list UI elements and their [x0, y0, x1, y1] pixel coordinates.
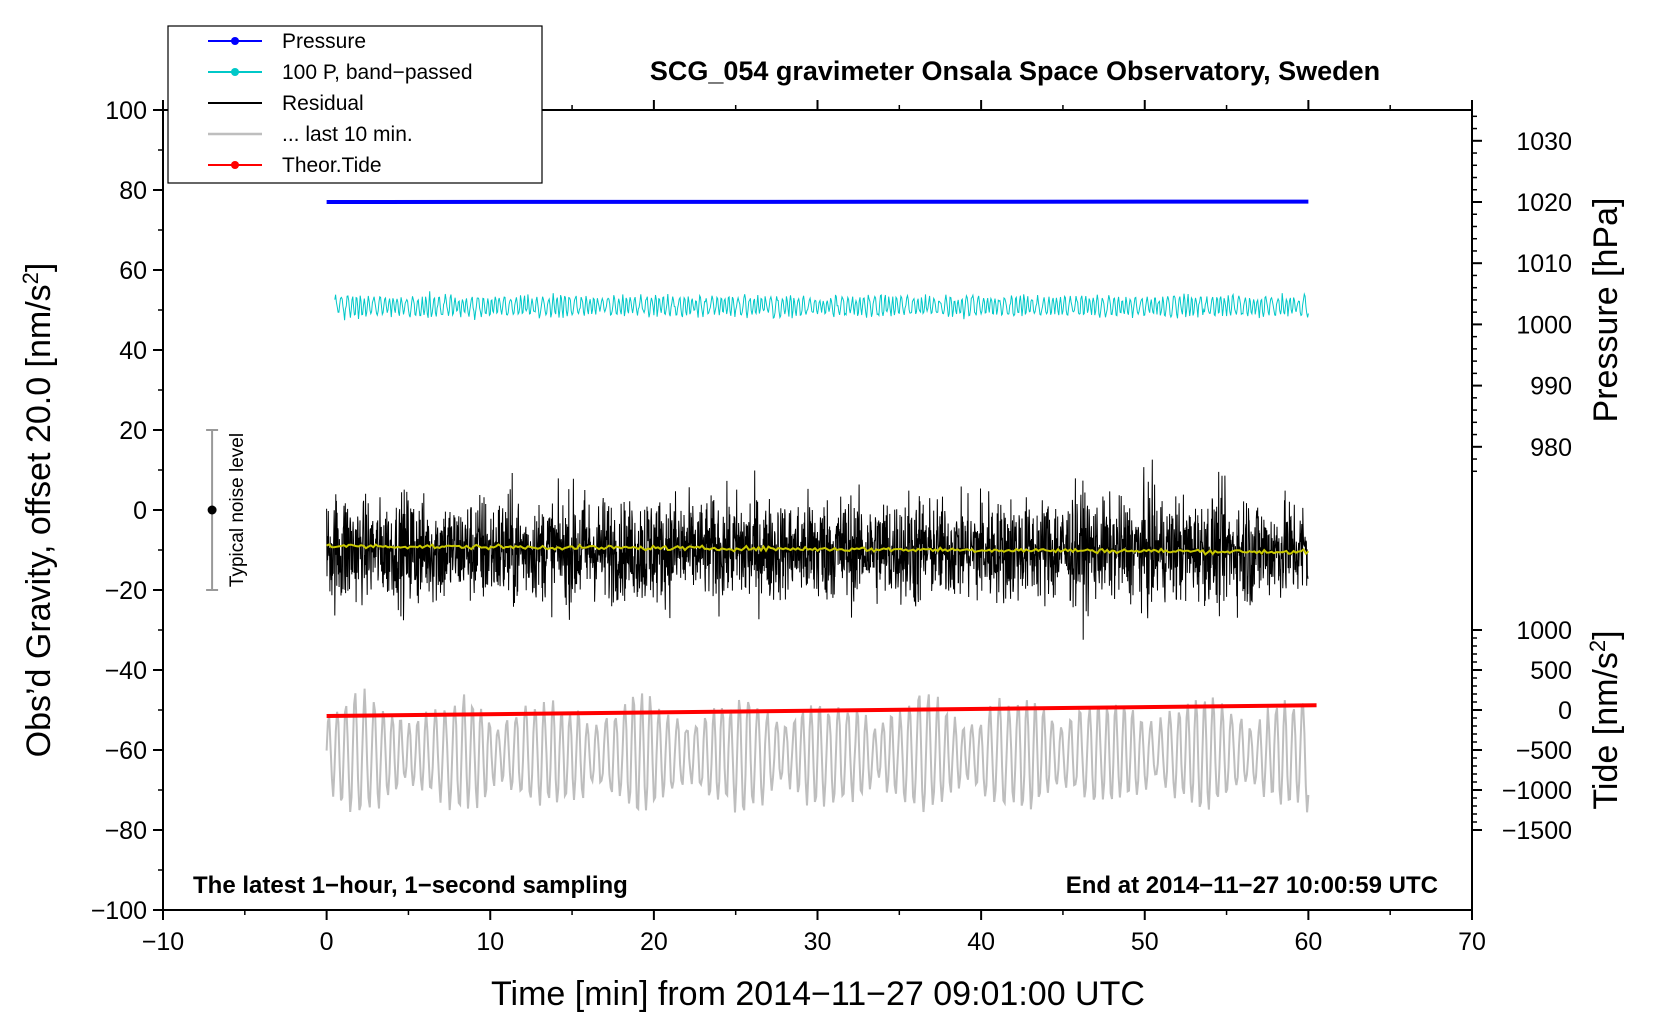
pressure-tick-label: 1020 — [1516, 189, 1572, 217]
x-tick-label: −10 — [142, 928, 184, 956]
x-axis-label: Time [min] from 2014−11−27 09:01:00 UTC — [491, 975, 1145, 1013]
y-tick-label: 100 — [105, 97, 147, 125]
ticks-group: −10 0 10 20 30 40 50 60 70−100−80−60−40−20020406… — [91, 97, 1572, 956]
tide-tick-label: 0 — [1558, 697, 1572, 725]
pressure-tick-label: 980 — [1530, 434, 1572, 462]
tide-tick-label: 1000 — [1516, 617, 1572, 645]
legend-marker — [231, 68, 239, 76]
x-tick-label: 40 — [967, 928, 995, 956]
pressure-tick-label: 1010 — [1516, 250, 1572, 278]
annotation-end-time: End at 2014−11−27 10:00:59 UTC — [1066, 872, 1438, 899]
x-tick-label: 20 — [640, 928, 668, 956]
legend-label: 100 P, band−passed — [282, 61, 473, 84]
tide-tick-label: 500 — [1530, 657, 1572, 685]
y-tick-label: 60 — [119, 257, 147, 285]
legend-marker — [231, 161, 239, 169]
noise-center-dot — [207, 505, 217, 515]
y-tick-label: −40 — [105, 657, 147, 685]
y-tick-label: 0 — [133, 497, 147, 525]
noise-level-label: Typical noise level — [227, 433, 248, 587]
legend-label: Theor.Tide — [282, 154, 382, 177]
y-tick-label: −20 — [105, 577, 147, 605]
series-residual — [326, 459, 1309, 640]
tide-tick-label: −500 — [1516, 737, 1572, 765]
y-tick-label: −100 — [91, 897, 147, 925]
x-tick-label: 60 — [1294, 928, 1322, 956]
pressure-tick-label: 1000 — [1516, 311, 1572, 339]
pressure-tick-label: 1030 — [1516, 128, 1572, 156]
legend-label: ... last 10 min. — [282, 123, 413, 146]
series-residual-smoothed — [326, 542, 1310, 556]
noise-level-indicator: Typical noise level — [206, 429, 248, 591]
y-axis-label-left: Obs’d Gravity, offset 20.0 [nm/s2] — [18, 263, 58, 758]
x-tick-label: 50 — [1131, 928, 1159, 956]
y-tick-label: −60 — [105, 737, 147, 765]
legend: Pressure 100 P, band−passed Residual ... la… — [167, 25, 543, 184]
y-tick-label: 20 — [119, 417, 147, 445]
series-band-passed — [334, 291, 1309, 321]
legend-label: Pressure — [282, 30, 366, 53]
y-tick-label: 80 — [119, 177, 147, 205]
annotation-sampling: The latest 1−hour, 1−second sampling — [193, 872, 628, 899]
x-tick-label: 30 — [804, 928, 832, 956]
chart-title: SCG_054 gravimeter Onsala Space Observat… — [650, 56, 1380, 86]
legend-marker — [231, 37, 239, 45]
x-tick-label: 10 — [476, 928, 504, 956]
legend-label: Residual — [282, 92, 364, 115]
x-tick-label: 0 — [320, 928, 334, 956]
legend-box — [167, 25, 543, 184]
y-tick-label: 40 — [119, 337, 147, 365]
y-tick-label: −80 — [105, 817, 147, 845]
y-axis-label-tide: Tide [nm/s2] — [1585, 630, 1625, 809]
series-group — [325, 199, 1317, 813]
pressure-tick-label: 990 — [1530, 373, 1572, 401]
tide-tick-label: −1000 — [1502, 777, 1572, 805]
series-theoretical-tide — [326, 703, 1317, 718]
series-last-10-min — [325, 688, 1310, 813]
tide-tick-label: −1500 — [1502, 817, 1572, 845]
x-tick-label: 70 — [1458, 928, 1486, 956]
y-axis-label-pressure: Pressure [hPa] — [1587, 198, 1625, 423]
